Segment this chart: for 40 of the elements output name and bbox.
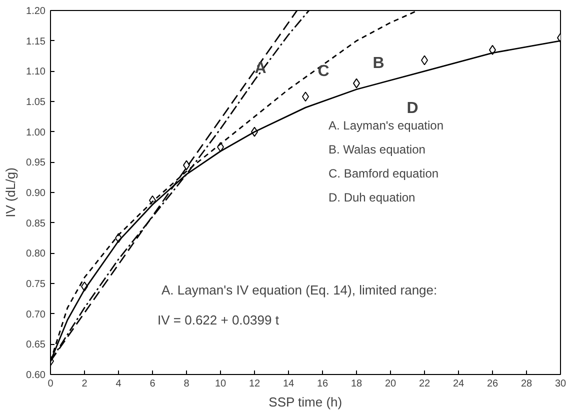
x-tick-label: 12 — [248, 378, 260, 390]
y-tick-label: 0.70 — [26, 309, 46, 320]
x-tick-label: 0 — [48, 378, 54, 390]
x-tick-label: 26 — [486, 378, 498, 390]
x-tick-label: 4 — [116, 378, 122, 390]
y-tick-label: 0.75 — [26, 279, 46, 290]
y-tick-label: 1.20 — [26, 6, 46, 17]
y-tick-label: 1.00 — [26, 127, 46, 138]
annotation: D. Duh equation — [328, 190, 416, 204]
y-tick-label: 0.90 — [26, 188, 46, 199]
y-tick-label: 0.80 — [26, 248, 46, 260]
x-tick-label: 18 — [350, 378, 362, 390]
x-tick-label: 2 — [82, 378, 88, 390]
x-tick-label: 16 — [316, 378, 328, 390]
x-tick-label: 6 — [150, 378, 156, 390]
y-tick-label: 1.10 — [26, 66, 46, 78]
annotation: IV = 0.622 + 0.0399 t — [158, 312, 280, 328]
y-tick-label: 0.65 — [26, 340, 46, 351]
x-tick-label: 28 — [520, 378, 532, 390]
annotation: B — [372, 55, 384, 72]
annotation: C — [318, 63, 330, 80]
annotation: B. Walas equation — [328, 142, 426, 156]
x-axis-title: SSP time (h) — [268, 394, 342, 410]
x-tick-label: 10 — [214, 378, 226, 390]
x-tick-label: 24 — [452, 378, 464, 390]
x-tick-label: 20 — [384, 378, 396, 390]
y-tick-label: 0.60 — [26, 370, 46, 381]
y-tick-label: 0.85 — [26, 218, 46, 230]
annotation: A. Layman's IV equation (Eq. 14), limited range: — [162, 282, 438, 298]
annotation: A. Layman's equation — [328, 118, 444, 132]
annotation: D — [406, 100, 418, 117]
x-tick-label: 22 — [418, 378, 430, 390]
y-axis-title: IV (dL/g) — [3, 168, 18, 218]
x-tick-label: 8 — [184, 378, 190, 390]
y-tick-label: 1.05 — [26, 97, 46, 108]
x-tick-label: 30 — [554, 378, 566, 390]
y-tick-label: 1.15 — [26, 36, 46, 48]
x-tick-label: 14 — [282, 378, 294, 390]
annotation: C. Bamford equation — [328, 166, 439, 180]
y-tick-label: 0.95 — [26, 158, 46, 169]
